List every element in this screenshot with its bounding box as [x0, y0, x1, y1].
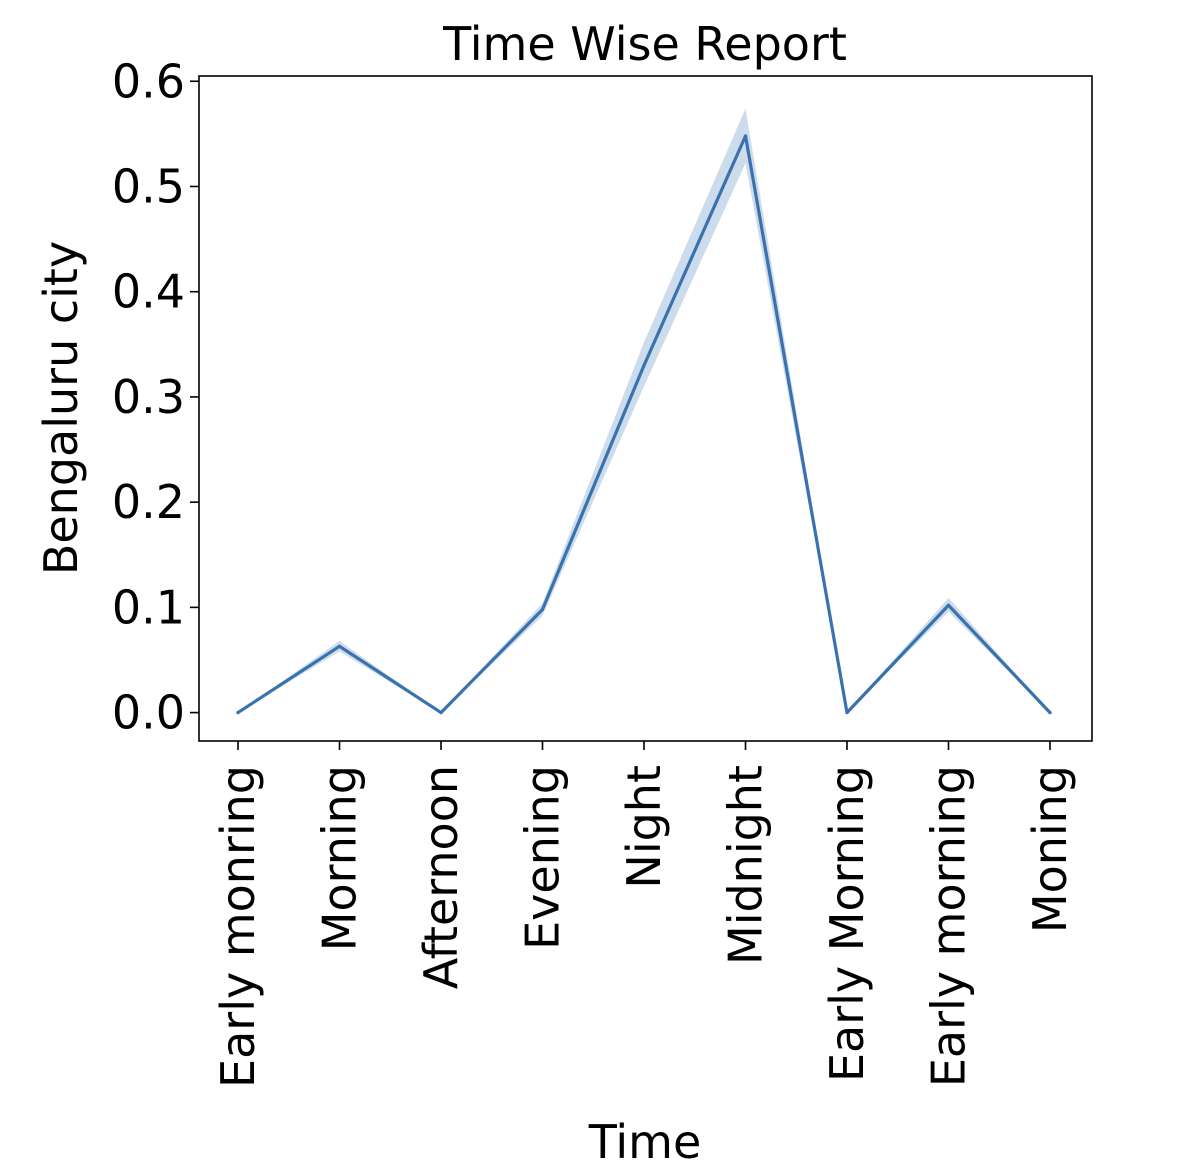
data-point [540, 607, 545, 612]
y-tick-label: 0.4 [112, 265, 185, 319]
data-point [1048, 710, 1052, 715]
data-point [743, 134, 748, 138]
data-point [439, 710, 443, 715]
y-tick-label: 0.3 [112, 370, 185, 424]
plot-frame [198, 75, 1093, 742]
x-tick-label: Early monring [211, 765, 265, 1088]
axis-ticks: 0.0 0.1 0.2 0.3 0.4 0.5 0.6 Early monring Mornin… [112, 54, 1077, 1088]
x-tick-label: Morning [313, 765, 367, 951]
x-tick-label: Early Morning [820, 765, 874, 1082]
y-tick-label: 0.0 [112, 686, 185, 740]
x-tick-label: Midnight [719, 765, 773, 965]
x-tick-label: Evening [516, 765, 570, 950]
series-line [236, 134, 1052, 715]
y-axis-label: Bengaluru city [34, 241, 88, 575]
plot-area [236, 108, 1052, 715]
y-tick-label: 0.5 [112, 159, 185, 213]
x-tick-label: Afternoon [414, 765, 468, 989]
y-tick-label: 0.1 [112, 580, 185, 634]
data-point [236, 710, 240, 715]
data-point [946, 603, 951, 607]
chart-title: Time Wise Report [442, 17, 847, 71]
confidence-band [238, 108, 1050, 713]
y-tick-label: 0.2 [112, 475, 185, 529]
y-tick-label: 0.6 [112, 54, 185, 108]
data-point [845, 710, 849, 715]
data-point [337, 644, 342, 648]
x-tick-label: Early morning [922, 765, 976, 1087]
x-tick-label: Moning [1023, 765, 1077, 933]
x-tick-label: Night [617, 765, 671, 889]
data-point [642, 363, 646, 367]
x-axis-label: Time [588, 1115, 702, 1169]
